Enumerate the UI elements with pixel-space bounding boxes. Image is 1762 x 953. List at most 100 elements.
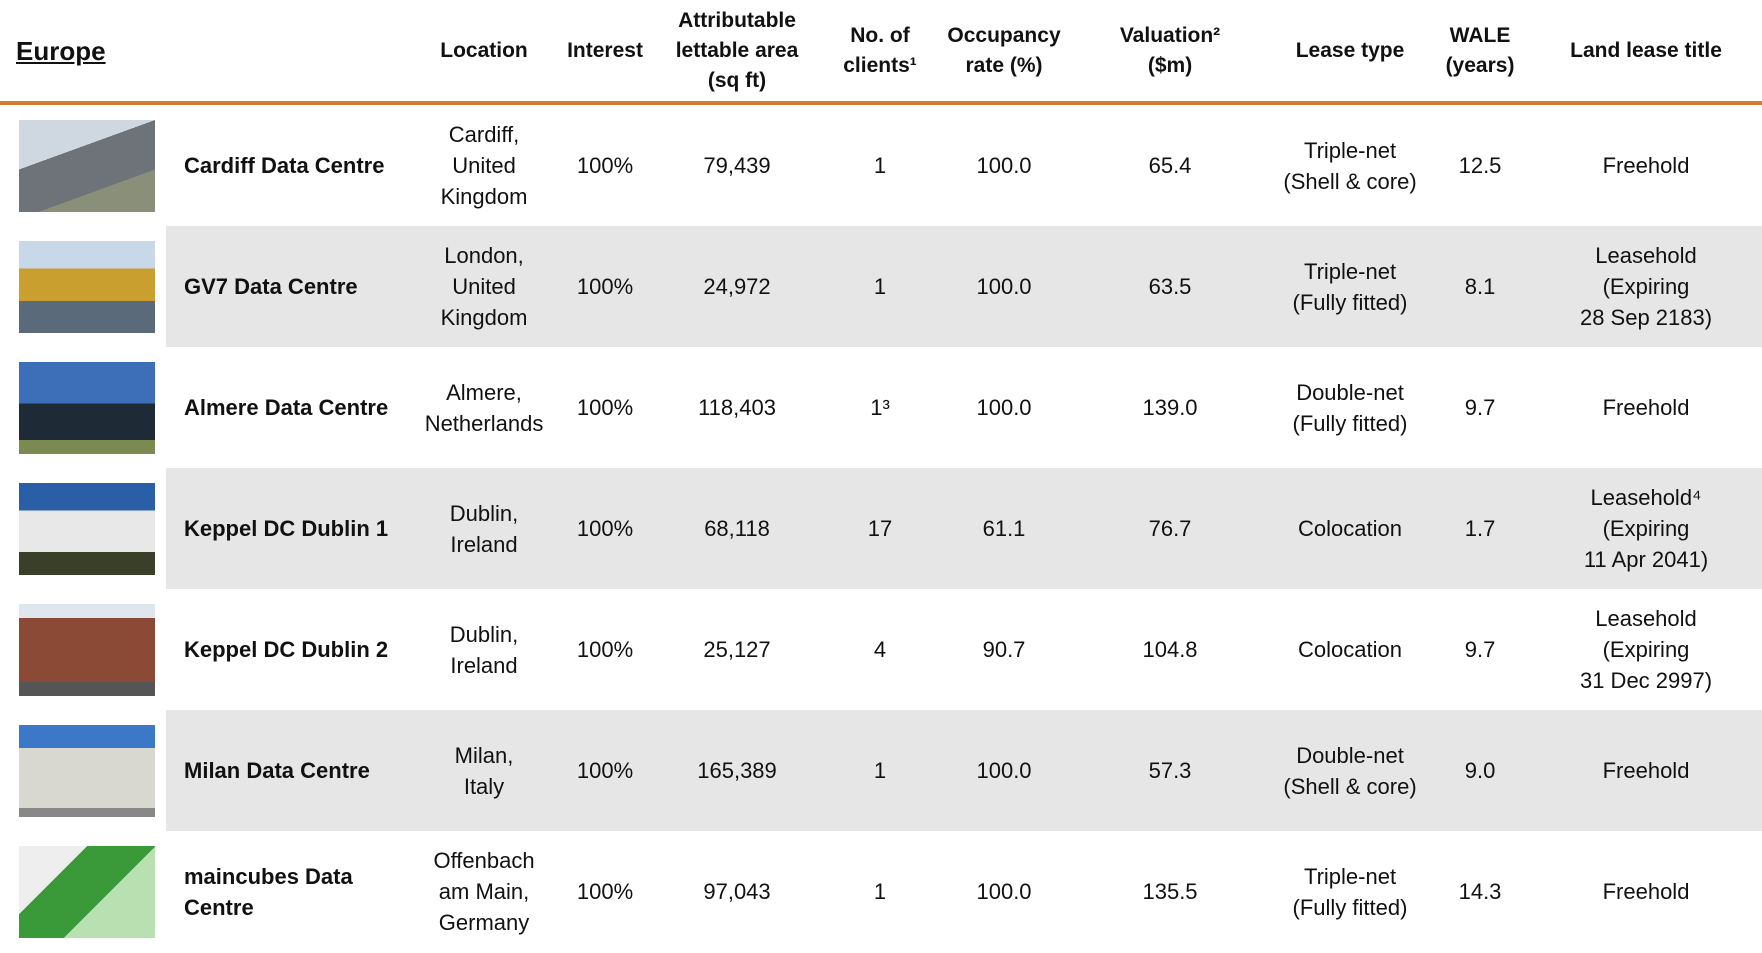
table-cell: 17 — [822, 468, 939, 589]
table-cell: Milan, Italy — [410, 710, 559, 831]
table-row: Cardiff Data Centre Cardiff, United Kingd… — [0, 103, 1762, 226]
table-cell: 9.0 — [1430, 710, 1531, 831]
property-name: Almere Data Centre — [184, 395, 389, 420]
table-cell: Colocation — [1298, 637, 1402, 662]
table-cell: Triple-net (Shell & core) — [1283, 137, 1417, 194]
table-cell: 1 — [873, 153, 887, 178]
table-cell: Freehold — [1602, 395, 1690, 420]
table-cell: 79,439 — [703, 153, 771, 178]
table-cell: 76.7 — [1070, 468, 1271, 589]
property-photo — [19, 482, 155, 575]
table-cell: Cardiff, United Kingdom — [440, 122, 528, 209]
table-cell: 100% — [558, 226, 653, 347]
table-row: maincubes Data Centre Offenbach am Main, … — [0, 831, 1762, 952]
photo-cell — [0, 831, 166, 952]
property-name: Keppel DC Dublin 2 — [184, 637, 389, 662]
property-photo — [19, 240, 155, 333]
photo-cell — [0, 710, 166, 831]
table-cell: 1³ — [870, 395, 890, 420]
property-name: GV7 Data Centre — [166, 226, 411, 347]
column-header: Valuation² ($m) — [1070, 0, 1271, 105]
table-row: GV7 Data Centre London, United Kingdom 100… — [0, 226, 1762, 347]
column-header: No. of clients¹ — [822, 0, 939, 105]
table-cell: 100.0 — [938, 226, 1071, 347]
table-cell: 97,043 — [703, 879, 771, 904]
table-cell: Dublin, Ireland — [449, 621, 519, 678]
property-photo — [19, 119, 155, 212]
property-name: Cardiff Data Centre — [184, 153, 385, 178]
table-cell: 61.1 — [938, 468, 1071, 589]
table-cell: 100% — [576, 637, 634, 662]
table-cell: Leasehold (Expiring 28 Sep 2183) — [1530, 226, 1762, 347]
table-cell: 118,403 — [698, 395, 776, 420]
table-cell: 104.8 — [1142, 637, 1198, 662]
table-cell: 57.3 — [1070, 710, 1271, 831]
table-cell: 1 — [822, 710, 939, 831]
table-cell: 100.0 — [976, 879, 1032, 904]
column-header: Land lease title — [1530, 0, 1762, 105]
table-cell: 100.0 — [976, 153, 1032, 178]
table-cell: 4 — [873, 637, 887, 662]
table-cell: 100% — [576, 879, 634, 904]
table-cell: 25,127 — [703, 637, 771, 662]
table-cell: Double-net (Fully fitted) — [1292, 379, 1408, 436]
property-name: maincubes Data Centre — [184, 863, 353, 920]
photo-cell — [0, 226, 166, 347]
column-header: WALE (years) — [1430, 0, 1531, 105]
table-row: Almere Data Centre Almere, Netherlands 100… — [0, 347, 1762, 468]
table-cell: 8.1 — [1430, 226, 1531, 347]
table-cell: 1 — [822, 226, 939, 347]
column-header: Attributable lettable area (sq ft) — [652, 0, 823, 105]
table-cell: 1.7 — [1430, 468, 1531, 589]
table-cell: 63.5 — [1070, 226, 1271, 347]
table-cell: 139.0 — [1142, 395, 1198, 420]
property-photo — [19, 361, 155, 454]
table-cell: Leasehold (Expiring 31 Dec 2997) — [1579, 606, 1713, 693]
property-photo — [19, 724, 155, 817]
column-header: Interest — [558, 0, 653, 105]
table-cell: Freehold — [1602, 153, 1690, 178]
table-cell: Triple-net (Fully fitted) — [1270, 226, 1431, 347]
photo-cell — [0, 103, 166, 226]
header-row: Europe Location Interest Attributable lett… — [0, 0, 1762, 105]
table-cell: 100% — [558, 710, 653, 831]
table-cell: 135.5 — [1142, 879, 1198, 904]
table-cell: Freehold — [1530, 710, 1762, 831]
photo-cell — [0, 347, 166, 468]
property-name: Milan Data Centre — [166, 710, 411, 831]
table-cell: 12.5 — [1458, 153, 1502, 178]
property-photo — [19, 603, 155, 696]
table-cell: 100% — [576, 153, 634, 178]
section-title: Europe — [0, 0, 411, 105]
column-header: Occupancy rate (%) — [938, 0, 1071, 105]
table-cell: Offenbach am Main, Germany — [433, 848, 535, 935]
table-row: Keppel DC Dublin 2 Dublin, Ireland 100% 25,… — [0, 589, 1762, 710]
table-cell: 90.7 — [982, 637, 1026, 662]
table-cell: Leasehold⁴ (Expiring 11 Apr 2041) — [1530, 468, 1762, 589]
table-body: Cardiff Data Centre Cardiff, United Kingd… — [0, 103, 1762, 952]
table-cell: Triple-net (Fully fitted) — [1292, 863, 1408, 920]
table-cell: Colocation — [1270, 468, 1431, 589]
table-cell: 100.0 — [976, 395, 1032, 420]
table-row: Keppel DC Dublin 1 Dublin, Ireland 100% 68,… — [0, 468, 1762, 589]
table-cell: 1 — [873, 879, 887, 904]
table-cell: Dublin, Ireland — [410, 468, 559, 589]
table-cell: 9.7 — [1464, 637, 1496, 662]
table-cell: 100.0 — [938, 710, 1071, 831]
column-header: Lease type — [1270, 0, 1431, 105]
table-cell: 24,972 — [652, 226, 823, 347]
table-cell: London, United Kingdom — [410, 226, 559, 347]
table-cell: 165,389 — [652, 710, 823, 831]
photo-cell — [0, 589, 166, 710]
table-cell: 14.3 — [1458, 879, 1502, 904]
table-cell: Freehold — [1602, 879, 1690, 904]
table-cell: 100% — [558, 468, 653, 589]
property-name: Keppel DC Dublin 1 — [166, 468, 411, 589]
table-cell: 65.4 — [1148, 153, 1192, 178]
table-cell: 9.7 — [1464, 395, 1496, 420]
column-header: Location — [410, 0, 559, 105]
table-cell: Almere, Netherlands — [424, 379, 544, 436]
table-cell: 100% — [576, 395, 634, 420]
